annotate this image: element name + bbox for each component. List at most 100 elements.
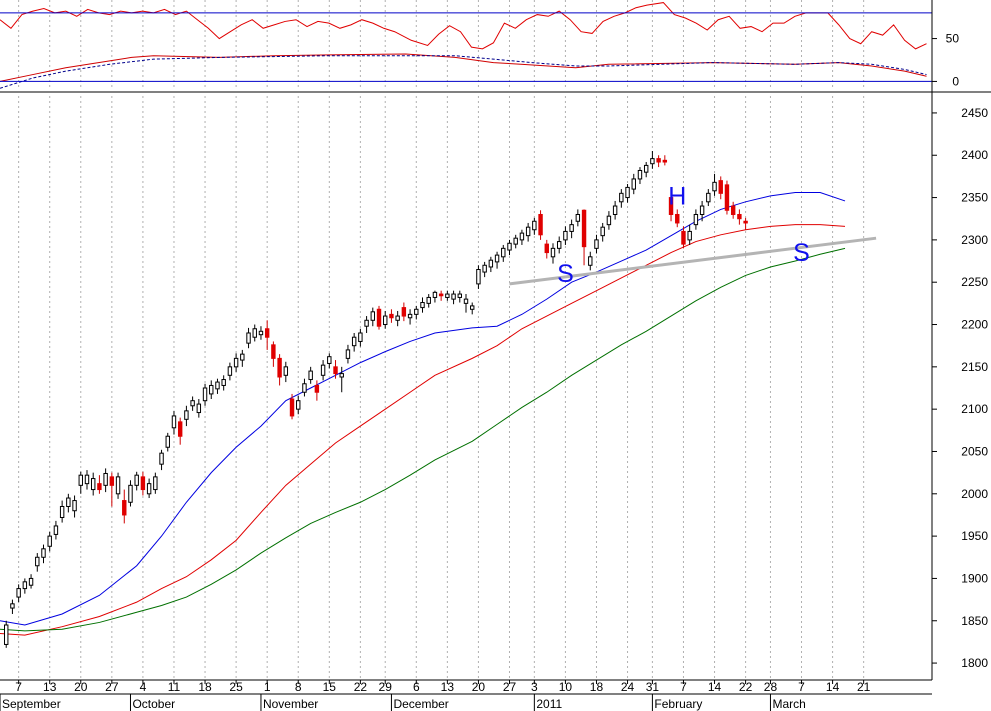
price-tick-label: 2300 (961, 233, 988, 247)
candle (97, 475, 102, 494)
candle-body (699, 205, 705, 215)
candle-body (625, 186, 630, 199)
candle-body (153, 476, 158, 491)
candle (432, 290, 438, 303)
date-tick-label: 27 (503, 680, 517, 694)
date-tick-label: 28 (764, 680, 778, 694)
candle (271, 341, 276, 367)
candle-body (327, 356, 332, 364)
candle (146, 478, 152, 499)
neckline-line (509, 236, 877, 286)
candle (59, 500, 65, 523)
candle (650, 151, 655, 169)
date-tick-label: 31 (646, 680, 660, 694)
candle-body (594, 239, 599, 249)
candle-body (16, 588, 21, 598)
candle (221, 375, 226, 391)
month-label: February (654, 697, 702, 711)
date-tick-label: 8 (295, 680, 302, 694)
candle-body (395, 315, 400, 321)
candle-body (171, 415, 177, 429)
price-tick-label: 2400 (961, 148, 988, 162)
date-tick-label: 21 (857, 680, 871, 694)
date-tick-label: 3 (531, 680, 538, 694)
candle-body (401, 307, 407, 317)
oscillator-series (0, 2, 927, 89)
candle-body (432, 291, 438, 298)
candle-body (122, 500, 127, 516)
candle (470, 302, 475, 315)
candle-body (706, 192, 711, 203)
date-tick-label: 24 (621, 680, 635, 694)
candle-body (656, 158, 661, 163)
candle (706, 189, 711, 207)
candle-body (227, 366, 233, 376)
date-tick-label: 1 (264, 680, 271, 694)
candle (687, 224, 692, 245)
candle (637, 167, 643, 185)
candle-body (563, 230, 568, 241)
price-tick-label: 1950 (961, 529, 988, 543)
price-tick-label: 1900 (961, 571, 988, 585)
candle (619, 189, 624, 208)
candle-body (718, 180, 723, 194)
candle (153, 472, 158, 494)
date-tick-label: 18 (590, 680, 604, 694)
candle (84, 470, 90, 490)
candle (606, 211, 612, 230)
candle-body (140, 476, 146, 491)
candle (339, 366, 344, 393)
candlesticks (4, 151, 748, 648)
candle (302, 378, 307, 397)
candle (743, 217, 748, 230)
candle (370, 307, 376, 327)
candle (544, 239, 549, 259)
candle (177, 417, 183, 445)
candle (594, 234, 599, 254)
candle-body (78, 474, 83, 486)
candle-body (165, 435, 170, 448)
month-label: November (263, 697, 318, 711)
candle (563, 226, 568, 245)
candle (35, 553, 40, 572)
candle-body (22, 581, 28, 590)
candle-body (370, 311, 376, 321)
candle (258, 326, 264, 340)
candle (588, 251, 593, 271)
candle-body (383, 315, 388, 326)
candle (134, 471, 139, 491)
candle (264, 320, 270, 350)
date-tick-label: 10 (559, 680, 573, 694)
candle-body (569, 224, 574, 232)
candle-body (196, 403, 202, 414)
candle (165, 432, 170, 452)
date-tick-label: 7 (680, 680, 687, 694)
candle-body (146, 483, 152, 495)
candle (246, 327, 251, 349)
oscillator-line-1 (0, 2, 927, 50)
candle-body (90, 478, 96, 491)
candle (72, 495, 77, 518)
oscillator-line-3 (0, 55, 927, 89)
candle (675, 209, 680, 228)
candle (494, 251, 500, 269)
candle (463, 294, 469, 313)
oscillator-reference-lines (0, 12, 932, 82)
candle-body (246, 332, 251, 344)
candle-body (351, 336, 357, 347)
candle (196, 399, 202, 418)
candle-body (650, 158, 655, 165)
candle (681, 226, 686, 249)
date-axis: 7 13 20 27 4 11 18 25 1 8 15 22 29 6 13 20 27 3 10 18 24 31 7 1… (0, 680, 871, 711)
candle-body (333, 366, 338, 375)
candle-body (414, 308, 419, 315)
date-tick-label: 25 (229, 680, 243, 694)
candle-body (488, 259, 494, 268)
date-tick-label: 20 (74, 680, 88, 694)
pattern-label: S (793, 239, 810, 267)
candle-body (693, 213, 699, 226)
moving-average-lines (0, 191, 846, 636)
candle (383, 310, 388, 329)
date-tick-label: 7 (15, 680, 22, 694)
date-tick-label: 15 (323, 680, 337, 694)
